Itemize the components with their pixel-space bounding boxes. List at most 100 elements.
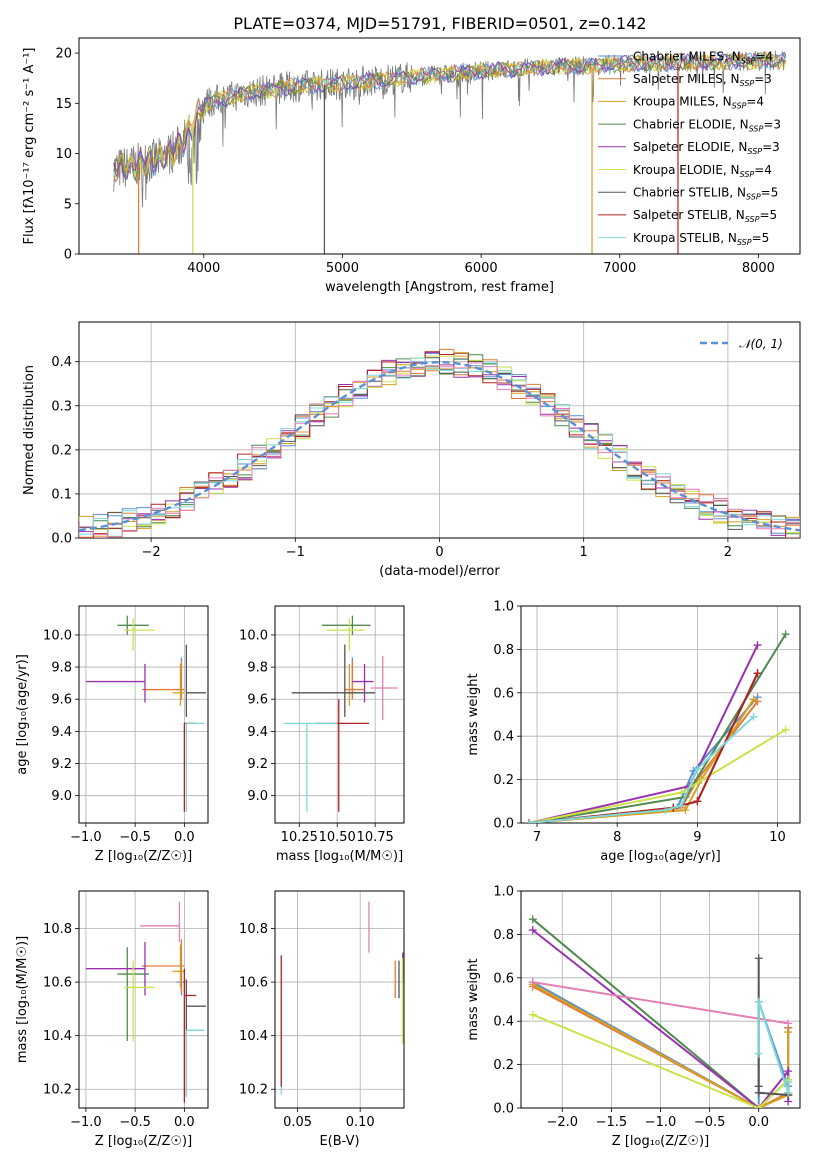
legend-entry: Salpeter STELIB, NSSP=5 <box>633 208 777 224</box>
x-tick-label: 0.10 <box>346 1115 375 1130</box>
x-tick-label: 6000 <box>465 261 498 276</box>
y-tick-label: 0 <box>64 248 72 263</box>
axes-frame <box>78 37 801 255</box>
data-point-marker <box>528 915 537 924</box>
y-axis-label: Flux [fλ10⁻¹⁷ erg cm⁻² s⁻¹ A⁻¹] <box>22 48 37 245</box>
x-tick-label: 7000 <box>603 261 636 276</box>
residuals-plot-area <box>79 348 800 538</box>
x-tick-label: −1.0 <box>70 830 102 845</box>
axes-frame <box>520 890 801 1109</box>
y-tick-label: 0.8 <box>493 928 514 943</box>
data-point-marker <box>693 797 702 806</box>
legend-entry: Kroupa ELODIE, NSSP=4 <box>633 163 772 179</box>
y-tick-label: 0.3 <box>51 399 72 414</box>
y-tick-label: 0.2 <box>493 1058 514 1073</box>
y-tick-label: 10.4 <box>239 1029 268 1044</box>
age-vs-mass-panel: 10.25 10.50 10.75 9.0 9.2 9.4 9.6 9.8 10.0 mass [… <box>239 605 405 864</box>
errorbar-plot-area <box>284 615 398 812</box>
data-point-marker <box>693 764 702 773</box>
x-tick-label: 10.25 <box>281 830 318 845</box>
axes-frame <box>78 890 209 1109</box>
y-axis-label: mass [log₁₀(M/M☉)] <box>15 936 30 1063</box>
x-tick-label: 9 <box>693 830 701 845</box>
residuals-legend: 𝒩(0, 1) <box>700 337 783 351</box>
y-tick-label: 0.4 <box>493 1015 514 1030</box>
errorbar-plot-area <box>85 615 207 812</box>
data-point-marker <box>753 697 762 706</box>
legend-entry: 𝒩(0, 1) <box>739 337 783 351</box>
data-point-marker <box>781 725 790 734</box>
x-tick-label: 10.75 <box>357 830 394 845</box>
y-axis-label: age [log₁₀(age/yr)] <box>15 654 30 775</box>
y-tick-label: 20 <box>55 47 72 62</box>
x-tick-label: 0.0 <box>174 830 195 845</box>
y-tick-label: 0.0 <box>493 1102 514 1117</box>
legend-entry: Salpeter ELODIE, NSSP=3 <box>633 140 780 156</box>
data-point-marker <box>784 1019 793 1028</box>
x-tick-label: −2 <box>142 545 161 560</box>
mass-vs-ebv-panel: 0.05 0.10 10.2 10.4 10.6 10.8 E(B-V) <box>239 890 405 1149</box>
y-tick-label: 0.6 <box>493 971 514 986</box>
legend-entry: Kroupa STELIB, NSSP=5 <box>633 231 769 247</box>
data-point-marker <box>661 805 670 814</box>
y-tick-label: 0.4 <box>493 730 514 745</box>
legend-entry: Chabrier STELIB, NSSP=5 <box>633 186 778 202</box>
y-tick-label: 5 <box>64 197 72 212</box>
axes-frame <box>274 605 405 824</box>
y-tick-label: 9.4 <box>51 725 72 740</box>
y-tick-label: 10 <box>55 147 72 162</box>
y-tick-label: 9.6 <box>247 693 268 708</box>
legend-entry: Chabrier ELODIE, NSSP=3 <box>633 117 781 133</box>
y-tick-label: 10.8 <box>43 922 72 937</box>
x-axis-label: Z [log₁₀(Z/Z☉)] <box>95 849 192 864</box>
y-tick-label: 0.4 <box>51 355 72 370</box>
x-tick-label: 8 <box>613 830 621 845</box>
x-tick-label: 10.50 <box>319 830 356 845</box>
data-point-marker <box>677 788 686 797</box>
x-axis-label: Z [log₁₀(Z/Z☉)] <box>95 1134 192 1149</box>
legend-entry: Kroupa MILES, NSSP=4 <box>633 95 764 111</box>
data-point-marker <box>754 1088 763 1097</box>
data-point-marker <box>681 805 690 814</box>
x-axis-label: Z [log₁₀(Z/Z☉)] <box>612 1134 709 1149</box>
x-tick-label: 8000 <box>742 261 775 276</box>
x-tick-label: −0.5 <box>119 830 151 845</box>
y-tick-label: 0.1 <box>51 487 72 502</box>
data-point-marker <box>677 801 686 810</box>
data-point-marker <box>754 954 763 963</box>
y-tick-label: 1.0 <box>493 600 514 615</box>
y-tick-label: 9.8 <box>51 661 72 676</box>
data-point-marker <box>784 1067 793 1076</box>
y-axis-label: mass weight <box>466 673 481 755</box>
data-point-marker <box>754 1049 763 1058</box>
x-tick-label: −1 <box>286 545 305 560</box>
y-tick-label: 9.0 <box>247 789 268 804</box>
data-point-marker <box>753 641 762 650</box>
x-tick-label: 10 <box>769 830 786 845</box>
spectrum-panel: 4000 5000 6000 7000 8000 0 5 10 15 20 wavelength [… <box>22 37 801 295</box>
y-axis-label: Normed distribution <box>22 365 37 495</box>
x-tick-label: 0.0 <box>174 1115 195 1130</box>
data-point-marker <box>528 978 537 987</box>
series-line <box>528 633 787 823</box>
y-tick-label: 1.0 <box>493 885 514 900</box>
line-plot-area <box>528 915 793 1108</box>
mass-weight-vs-age-panel: 7 8 9 10 0.0 0.2 0.4 0.6 0.8 1.0 age [log₁₀(age/yr… <box>466 600 801 864</box>
data-point-marker <box>754 1104 763 1108</box>
x-tick-label: −1.0 <box>645 1115 677 1130</box>
errorbar-plot-area <box>280 901 404 1095</box>
data-point-marker <box>528 1010 537 1019</box>
data-point-marker <box>781 630 790 639</box>
series-line <box>757 1001 790 1094</box>
x-axis-label: E(B-V) <box>319 1134 359 1149</box>
x-tick-label: 0.05 <box>283 1115 312 1130</box>
x-tick-label: 7 <box>533 830 541 845</box>
data-point-marker <box>528 926 537 935</box>
x-axis-label: age [log₁₀(age/yr)] <box>600 849 721 864</box>
figure-title: PLATE=0374, MJD=51791, FIBERID=0501, z=0… <box>233 14 646 33</box>
y-tick-label: 15 <box>55 97 72 112</box>
y-tick-label: 10.2 <box>43 1083 72 1098</box>
data-point-marker <box>784 1088 793 1097</box>
y-tick-label: 9.6 <box>51 693 72 708</box>
